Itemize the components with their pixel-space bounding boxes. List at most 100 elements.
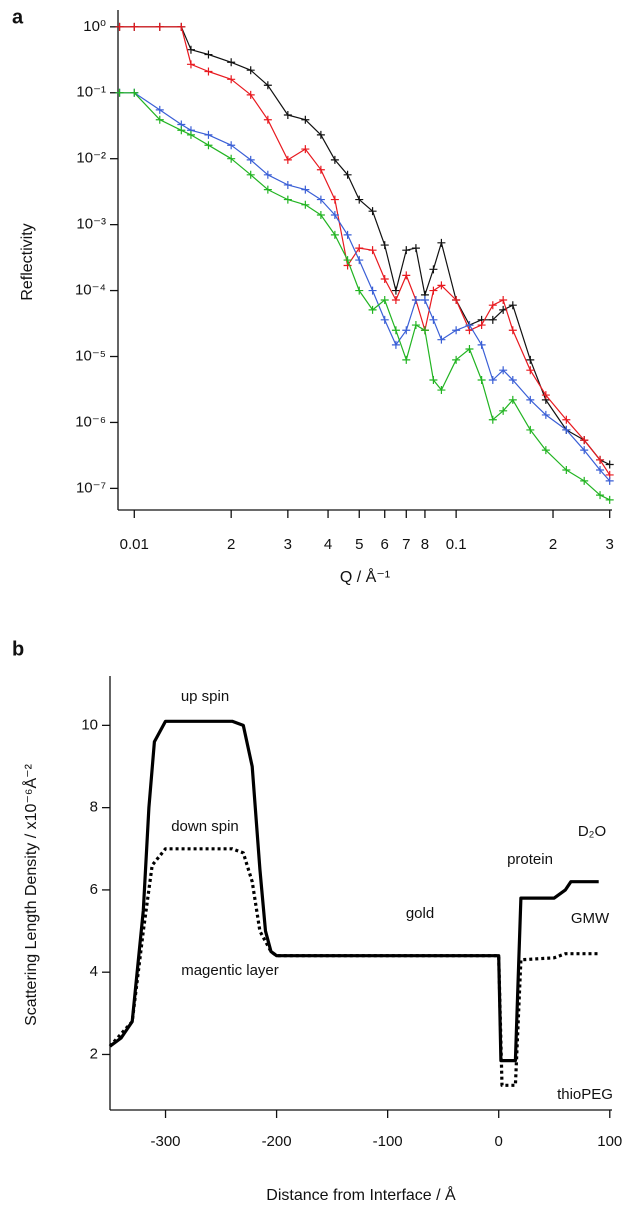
data-point xyxy=(283,155,292,164)
data-point xyxy=(316,195,325,204)
data-point xyxy=(263,115,272,124)
data-point xyxy=(115,22,124,31)
y-tick-label: 10⁻¹ xyxy=(76,84,106,101)
y-tick-label: 4 xyxy=(90,963,98,980)
panel-label: a xyxy=(12,6,24,28)
data-point xyxy=(355,195,364,204)
data-point xyxy=(508,376,517,385)
series-line xyxy=(119,92,610,501)
data-point xyxy=(402,246,411,255)
data-point xyxy=(227,154,236,163)
x-tick-label: 2 xyxy=(549,536,557,553)
data-point xyxy=(330,195,339,204)
data-point xyxy=(391,286,400,295)
x-tick-label: -100 xyxy=(373,1133,403,1150)
y-tick-label: 10⁻⁷ xyxy=(76,479,106,496)
data-point xyxy=(177,22,186,31)
data-point xyxy=(596,491,605,500)
annotation: magentic layer xyxy=(181,962,279,979)
x-tick-label: 3 xyxy=(606,536,614,553)
data-point xyxy=(263,170,272,179)
data-point xyxy=(452,355,461,364)
data-point xyxy=(488,301,497,310)
data-point xyxy=(420,295,429,304)
data-point xyxy=(355,256,364,265)
data-point xyxy=(508,395,517,404)
data-point xyxy=(605,495,614,504)
y-tick-label: 10⁻⁴ xyxy=(75,282,106,299)
data-point xyxy=(355,244,364,253)
data-point xyxy=(562,466,571,474)
data-point xyxy=(437,386,446,395)
data-point xyxy=(246,170,255,179)
data-point xyxy=(263,81,272,90)
series-line xyxy=(119,26,611,476)
data-point xyxy=(526,395,535,404)
data-point xyxy=(343,170,352,179)
data-point xyxy=(283,180,292,189)
data-point xyxy=(541,410,550,419)
x-tick-label: -300 xyxy=(151,1133,181,1150)
data-point xyxy=(437,238,446,247)
data-point xyxy=(526,355,535,364)
y-tick-label: 6 xyxy=(90,881,98,898)
data-point xyxy=(580,446,589,455)
data-point xyxy=(477,340,486,349)
data-point xyxy=(227,141,236,150)
data-point xyxy=(477,321,486,330)
data-point xyxy=(499,406,508,415)
y-tick-label: 10 xyxy=(81,716,98,733)
data-point xyxy=(380,241,389,250)
series-line xyxy=(119,26,610,466)
data-point xyxy=(263,185,272,194)
data-point xyxy=(368,286,377,295)
data-point xyxy=(605,476,614,485)
data-point xyxy=(465,321,474,330)
data-point xyxy=(204,141,213,150)
annotation: GMW xyxy=(571,910,610,927)
data-point xyxy=(429,376,438,385)
data-point xyxy=(246,90,255,99)
data-point xyxy=(343,230,352,239)
data-point xyxy=(368,207,377,216)
data-point xyxy=(204,130,213,139)
data-point xyxy=(541,446,550,455)
data-point xyxy=(355,286,364,295)
data-point xyxy=(227,75,236,84)
data-point xyxy=(368,305,377,314)
data-point xyxy=(429,265,438,274)
annotation: D₂O xyxy=(578,823,606,840)
data-point xyxy=(562,415,571,424)
data-point xyxy=(204,50,213,59)
data-point xyxy=(316,165,325,174)
data-point xyxy=(301,145,310,154)
data-point xyxy=(420,326,429,335)
data-point xyxy=(391,340,400,349)
y-tick-label: 10⁻⁶ xyxy=(75,413,106,430)
data-point xyxy=(465,344,474,353)
y-tick-label: 2 xyxy=(90,1045,98,1062)
data-point xyxy=(411,244,420,253)
data-point xyxy=(130,22,139,31)
x-tick-label: 0 xyxy=(495,1133,503,1150)
x-tick-label: -200 xyxy=(262,1133,292,1150)
data-point xyxy=(316,130,325,139)
data-point xyxy=(391,295,400,304)
data-point xyxy=(330,155,339,164)
data-point xyxy=(330,230,339,239)
data-point xyxy=(301,200,310,209)
data-point xyxy=(343,256,352,265)
panel-label: b xyxy=(12,638,24,660)
annotation: protein xyxy=(507,851,553,868)
series-line xyxy=(109,719,599,1063)
y-tick-label: 10⁻² xyxy=(76,150,106,167)
data-point xyxy=(499,366,508,375)
y-axis-label: Scattering Length Density / x10⁻⁶Å⁻² xyxy=(21,763,40,1026)
data-point xyxy=(488,315,497,324)
data-point xyxy=(115,88,124,97)
series-line xyxy=(119,92,611,482)
data-point xyxy=(380,274,389,283)
x-axis-label: Q / Å⁻¹ xyxy=(340,567,390,586)
x-tick-label: 4 xyxy=(324,536,332,553)
